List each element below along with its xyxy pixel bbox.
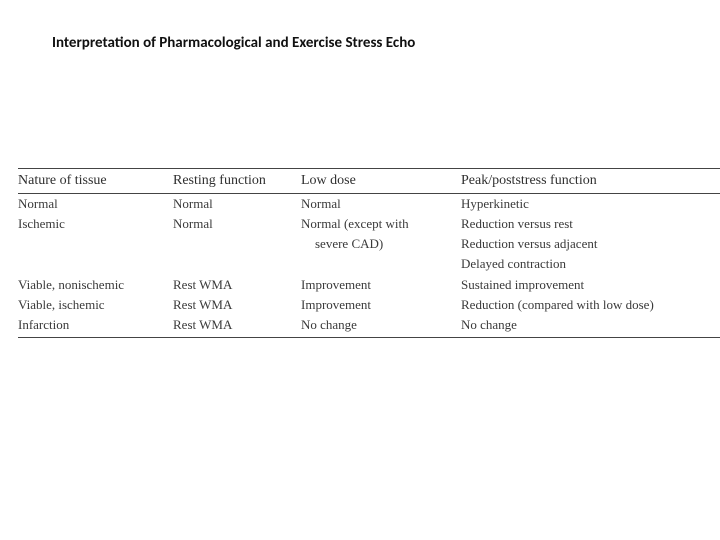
stress-echo-table: Nature of tissue Resting function Low do… xyxy=(18,168,720,338)
cell-lowdose: Improvement xyxy=(301,275,461,295)
cell-resting: Rest WMA xyxy=(173,295,301,315)
table-row: Normal Normal Normal Hyperkinetic xyxy=(18,193,720,214)
cell-nature: Viable, nonischemic xyxy=(18,275,173,295)
stress-echo-table-wrap: Nature of tissue Resting function Low do… xyxy=(18,168,720,338)
cell-lowdose: Normal (except with xyxy=(301,214,461,234)
cell-peak: Hyperkinetic xyxy=(461,193,720,214)
page: Interpretation of Pharmacological and Ex… xyxy=(0,0,720,540)
cell-nature: Normal xyxy=(18,193,173,214)
cell-lowdose: Improvement xyxy=(301,295,461,315)
cell-resting: Normal xyxy=(173,214,301,234)
cell-peak: Delayed contraction xyxy=(461,254,720,274)
cell-peak: Reduction (compared with low dose) xyxy=(461,295,720,315)
cell-lowdose: No change xyxy=(301,315,461,338)
cell-peak: Reduction versus adjacent xyxy=(461,234,720,254)
cell-lowdose-indent: severe CAD) xyxy=(301,236,455,252)
cell-nature: Viable, ischemic xyxy=(18,295,173,315)
table-header-row: Nature of tissue Resting function Low do… xyxy=(18,169,720,194)
cell-nature: Infarction xyxy=(18,315,173,338)
table-row: severe CAD) Reduction versus adjacent xyxy=(18,234,720,254)
col-header-resting: Resting function xyxy=(173,169,301,194)
cell-lowdose: Normal xyxy=(301,193,461,214)
cell-nature xyxy=(18,254,173,274)
cell-resting xyxy=(173,234,301,254)
cell-peak: Sustained improvement xyxy=(461,275,720,295)
table-row: Ischemic Normal Normal (except with Redu… xyxy=(18,214,720,234)
page-title: Interpretation of Pharmacological and Ex… xyxy=(52,34,415,52)
col-header-peak: Peak/poststress function xyxy=(461,169,720,194)
table-row: Delayed contraction xyxy=(18,254,720,274)
cell-peak: No change xyxy=(461,315,720,338)
table-row: Infarction Rest WMA No change No change xyxy=(18,315,720,338)
table-row: Viable, nonischemic Rest WMA Improvement… xyxy=(18,275,720,295)
cell-lowdose: severe CAD) xyxy=(301,234,461,254)
col-header-nature: Nature of tissue xyxy=(18,169,173,194)
cell-resting: Rest WMA xyxy=(173,315,301,338)
cell-nature: Ischemic xyxy=(18,214,173,234)
cell-resting: Rest WMA xyxy=(173,275,301,295)
cell-resting xyxy=(173,254,301,274)
table-row: Viable, ischemic Rest WMA Improvement Re… xyxy=(18,295,720,315)
cell-lowdose xyxy=(301,254,461,274)
cell-peak: Reduction versus rest xyxy=(461,214,720,234)
cell-nature xyxy=(18,234,173,254)
cell-resting: Normal xyxy=(173,193,301,214)
col-header-lowdose: Low dose xyxy=(301,169,461,194)
